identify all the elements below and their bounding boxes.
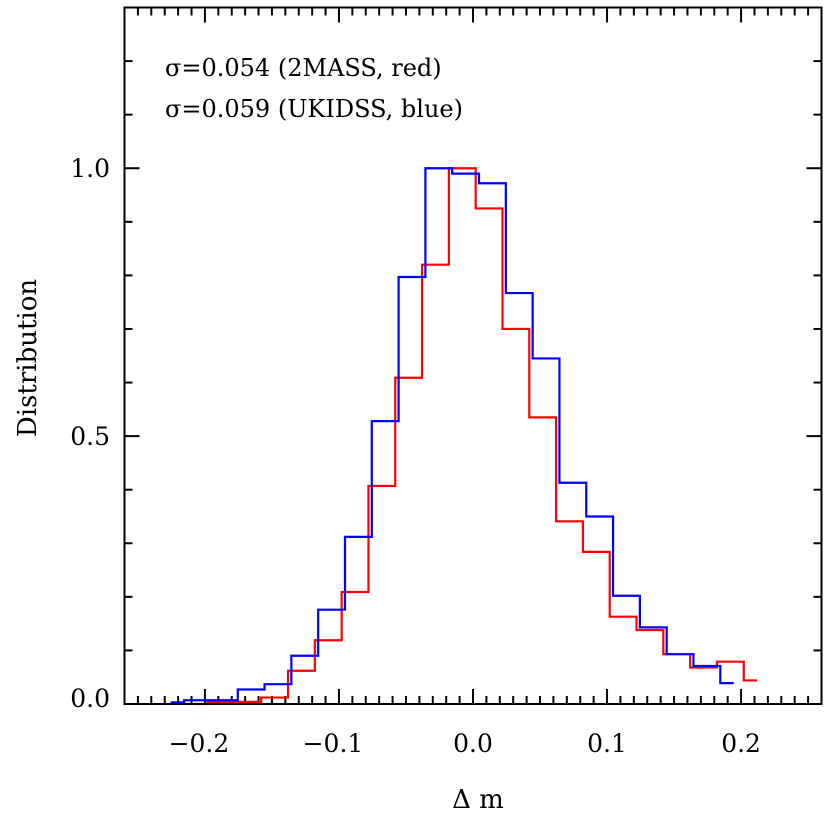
y-axis-title: Distribution [13, 279, 43, 438]
plot-frame [123, 6, 823, 705]
x-tick-label: −0.1 [303, 729, 364, 758]
y-tick-label: 1.0 [70, 154, 110, 183]
x-axis-title: Δ m [452, 785, 504, 815]
x-tick-label: 0.0 [453, 729, 493, 758]
series-ukidss-blue [170, 167, 734, 704]
annotation-2mass: σ=0.054 (2MASS, red) [165, 54, 442, 82]
y-tick-label: 0.0 [70, 684, 110, 713]
y-tick-label: 0.5 [70, 422, 110, 451]
y-tick-labels: 0.0 0.5 1.0 [70, 154, 110, 713]
series-2mass-red [194, 167, 758, 706]
x-tick-labels: −0.2 −0.1 0.0 0.1 0.2 [169, 729, 761, 758]
annotation-ukidss: σ=0.059 (UKIDSS, blue) [165, 95, 463, 123]
x-tick-label: −0.2 [169, 729, 230, 758]
x-tick-label: 0.1 [587, 729, 627, 758]
x-tick-label: 0.2 [721, 729, 761, 758]
histogram-series [170, 167, 758, 706]
